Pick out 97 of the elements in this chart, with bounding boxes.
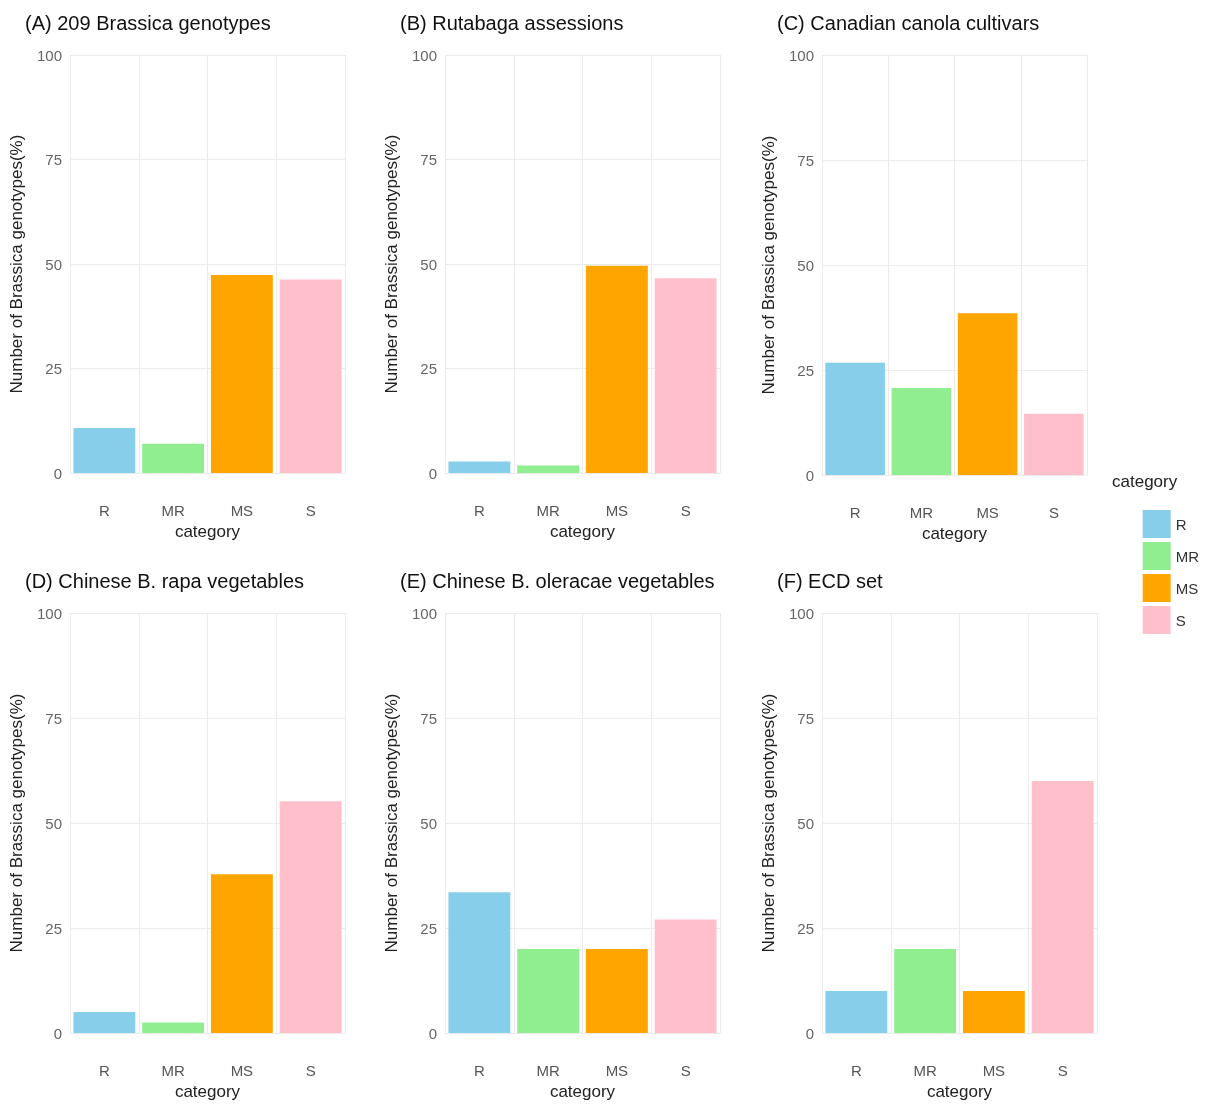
x-axis-title: category xyxy=(926,1081,993,1101)
bar xyxy=(1031,781,1094,1033)
x-axis-title: category xyxy=(174,522,241,541)
chart-title: (D) Chinese B. rapa vegetables xyxy=(25,570,305,592)
y-tick-label: 50 xyxy=(45,814,62,832)
y-tick-label: 100 xyxy=(36,604,62,622)
x-tick-label: MS xyxy=(605,502,629,520)
x-tick-label: S xyxy=(1057,1062,1068,1079)
legend-heading: category xyxy=(1112,472,1178,492)
chart-title: (C) Canadian canola cultivars xyxy=(777,12,1040,34)
y-tick-label: 0 xyxy=(53,1024,62,1042)
bar xyxy=(279,279,342,474)
x-tick-label: R xyxy=(473,1062,485,1079)
bar xyxy=(962,991,1025,1033)
y-tick-label: 25 xyxy=(45,919,62,937)
y-tick-label: 0 xyxy=(428,1024,437,1042)
y-axis-title: Number of Brassica genotypes(%) xyxy=(759,693,778,953)
chart-title: (F) ECD set xyxy=(777,570,883,592)
y-tick-label: 50 xyxy=(45,255,62,273)
y-tick-label: 25 xyxy=(797,919,814,937)
bar xyxy=(654,278,717,474)
x-tick-label: R xyxy=(473,502,485,520)
y-tick-label: 25 xyxy=(797,361,814,379)
x-tick-label: S xyxy=(305,502,316,520)
y-tick-label: 75 xyxy=(420,151,437,169)
bar xyxy=(448,892,511,1033)
y-tick-label: 0 xyxy=(53,464,62,482)
x-tick-label: MR xyxy=(536,502,560,520)
chart-title: (B) Rutabaga assessions xyxy=(400,12,624,34)
x-axis-title: category xyxy=(174,1081,241,1101)
legend-label: R xyxy=(1175,515,1187,533)
y-axis-title: Number of Brassica genotypes(%) xyxy=(7,693,26,953)
y-tick-label: 75 xyxy=(420,709,437,727)
bar xyxy=(73,427,136,474)
x-tick-label: S xyxy=(305,1062,316,1079)
bar xyxy=(585,265,648,474)
x-tick-label: S xyxy=(680,1062,691,1079)
y-tick-label: 100 xyxy=(788,604,814,622)
y-tick-label: 0 xyxy=(805,1024,814,1042)
bar xyxy=(448,461,511,474)
y-axis-title: Number of Brassica genotypes(%) xyxy=(759,135,778,395)
y-tick-label: 100 xyxy=(788,46,814,64)
x-tick-label: MR xyxy=(913,1062,937,1079)
y-tick-label: 25 xyxy=(420,360,437,378)
y-tick-label: 25 xyxy=(420,919,437,937)
y-axis-title: Number of Brassica genotypes(%) xyxy=(382,693,401,953)
x-tick-label: R xyxy=(98,502,110,520)
x-tick-label: MS xyxy=(982,1062,1006,1079)
x-tick-label: MR xyxy=(909,504,934,521)
y-tick-label: 50 xyxy=(797,256,814,274)
bar xyxy=(894,949,957,1033)
y-tick-label: 0 xyxy=(428,464,437,482)
x-axis-title: category xyxy=(549,522,616,541)
y-tick-label: 50 xyxy=(420,255,437,273)
y-tick-label: 0 xyxy=(805,466,814,484)
x-axis-title: category xyxy=(549,1081,616,1101)
bar xyxy=(279,801,342,1033)
x-tick-label: S xyxy=(680,502,691,520)
x-tick-label: S xyxy=(1048,504,1059,521)
bar xyxy=(142,443,205,474)
y-tick-label: 50 xyxy=(797,814,814,832)
x-tick-label: MR xyxy=(536,1062,560,1079)
x-tick-label: MS xyxy=(605,1062,629,1079)
x-tick-label: R xyxy=(849,504,861,521)
y-tick-label: 25 xyxy=(45,360,62,378)
x-tick-label: MS xyxy=(230,1062,254,1079)
x-axis-title: category xyxy=(921,523,988,543)
bar xyxy=(73,1012,136,1033)
y-axis-title: Number of Brassica genotypes(%) xyxy=(382,134,401,394)
chart-title: (E) Chinese B. oleracae vegetables xyxy=(400,570,715,592)
y-tick-label: 75 xyxy=(45,709,62,727)
bar xyxy=(210,274,273,474)
y-tick-label: 75 xyxy=(45,151,62,169)
bar xyxy=(654,919,717,1033)
y-tick-label: 75 xyxy=(797,151,814,169)
y-tick-label: 100 xyxy=(411,46,437,64)
bar xyxy=(210,874,273,1033)
y-axis-title: Number of Brassica genotypes(%) xyxy=(7,134,26,394)
x-tick-label: R xyxy=(98,1062,110,1079)
x-tick-label: MS xyxy=(976,504,999,521)
legend-label: MS xyxy=(1175,579,1199,597)
x-tick-label: R xyxy=(850,1062,862,1079)
legend-label: S xyxy=(1175,611,1186,629)
bar xyxy=(142,1022,205,1033)
y-tick-label: 75 xyxy=(797,709,814,727)
x-tick-label: MR xyxy=(161,1062,185,1079)
x-tick-label: MS xyxy=(230,502,254,520)
y-tick-label: 50 xyxy=(420,814,437,832)
bar xyxy=(517,949,580,1033)
bar xyxy=(825,991,888,1033)
bar xyxy=(585,949,648,1033)
bar xyxy=(517,465,580,474)
x-tick-label: MR xyxy=(161,502,185,520)
y-tick-label: 100 xyxy=(411,604,437,622)
chart-title: (A) 209 Brassica genotypes xyxy=(25,12,271,34)
y-tick-label: 100 xyxy=(36,46,62,64)
legend-label: MR xyxy=(1175,547,1200,565)
